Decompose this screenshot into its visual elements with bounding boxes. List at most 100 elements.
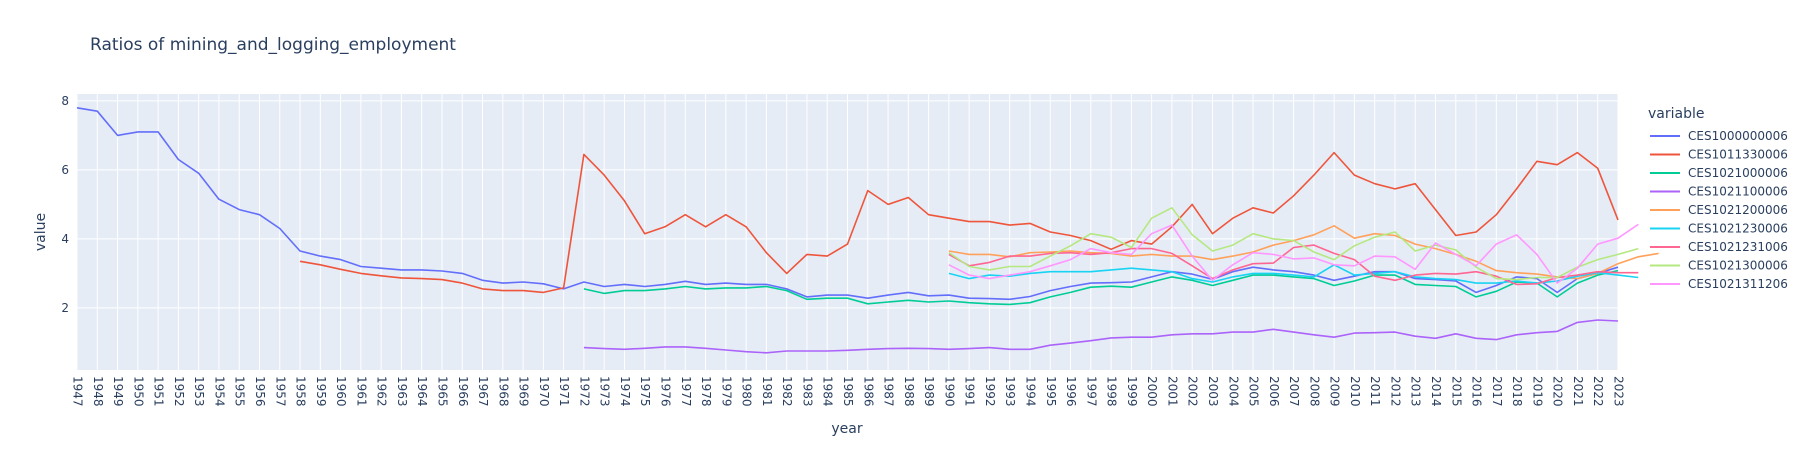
x-tick-label: 1997 [1084,376,1098,407]
x-tick-label: 1977 [679,376,693,407]
x-tick-label: 1971 [557,376,571,407]
x-tick-label: 1976 [659,376,673,407]
x-tick-label: 2020 [1551,376,1565,407]
x-tick-label: 2010 [1348,376,1362,407]
x-tick-label: 1965 [435,376,449,407]
x-tick-label: 1951 [152,376,166,407]
x-tick-label: 1962 [375,376,389,407]
legend-label[interactable]: CES1021100006 [1688,185,1788,199]
x-tick-label: 2006 [1267,376,1281,407]
x-tick-label: 1947 [71,376,85,407]
x-tick-label: 1978 [699,376,713,407]
x-tick-label: 1969 [517,376,531,407]
x-tick-label: 1979 [719,376,733,407]
x-tick-label: 1961 [354,376,368,407]
x-tick-label: 2003 [1206,376,1220,407]
x-tick-label: 1956 [253,376,267,407]
x-tick-label: 1970 [537,376,551,407]
legend-label[interactable]: CES1021311206 [1688,277,1788,291]
y-tick-labels: 2 4 6 8 [61,94,69,315]
x-tick-label: 1968 [496,376,510,407]
x-tick-label: 2012 [1388,376,1402,407]
x-tick-label: 1981 [760,376,774,407]
x-tick-label: 1992 [983,376,997,407]
x-tick-label: 1955 [233,376,247,407]
y-tick-label: 2 [61,301,69,315]
legend-label[interactable]: CES1011330006 [1688,148,1788,162]
legend-label[interactable]: CES1021230006 [1688,222,1788,236]
x-tick-label: 1963 [395,376,409,407]
x-tick-label: 2014 [1429,376,1443,407]
series-line-CES1021200006 [948,225,1659,280]
x-tick-label: 2009 [1328,376,1342,407]
x-tick-label: 1959 [314,376,328,407]
y-axis-title: value [33,213,49,251]
x-tick-label: 1954 [212,376,226,407]
x-tick-label: 2007 [1287,376,1301,407]
legend-label[interactable]: CES1021200006 [1688,203,1788,217]
x-tick-label: 1987 [882,376,896,407]
legend-label[interactable]: CES1021000006 [1688,166,1788,180]
x-tick-label: 1991 [963,376,977,407]
x-tick-label: 1986 [861,376,875,407]
x-tick-label: 1983 [800,376,814,407]
x-tick-label: 2019 [1530,376,1544,407]
x-tick-label: 1958 [294,376,308,407]
x-tick-label: 2016 [1470,376,1484,407]
legend: variable CES1000000006 CES1011330006 CES10… [1648,106,1788,291]
series-line-CES1011330006 [299,151,1619,294]
series-lines [76,107,1659,354]
x-tick-label: 1984 [821,376,835,407]
series-line-CES1021000006 [583,269,1619,306]
chart-title: Ratios of mining_and_logging_employment [90,35,456,55]
x-tick-label: 1990 [942,376,956,407]
x-tick-label: 2004 [1226,376,1240,407]
x-tick-label: 2022 [1591,376,1605,407]
x-tick-label: 1957 [273,376,287,407]
legend-title: variable [1648,106,1704,122]
x-tick-label: 1988 [902,376,916,407]
x-tick-label: 2018 [1510,376,1524,407]
x-tick-label: 2023 [1612,376,1626,407]
x-tick-label: 2008 [1307,376,1321,407]
y-tick-label: 4 [61,232,69,246]
x-tick-label: 1974 [618,376,632,407]
gridlines [76,94,1619,370]
x-tick-label: 1995 [1044,376,1058,407]
legend-label[interactable]: CES1021300006 [1688,259,1788,273]
series-line-CES1021100006 [583,319,1619,354]
legend-label[interactable]: CES1021231006 [1688,240,1788,254]
x-tick-label: 1982 [780,376,794,407]
x-tick-label: 1952 [172,376,186,407]
x-tick-label: 1967 [476,376,490,407]
x-tick-label: 1950 [131,376,145,407]
x-tick-label: 1998 [1105,376,1119,407]
x-tick-label: 2011 [1368,376,1382,407]
x-tick-label: 1980 [740,376,754,407]
x-tick-label: 2000 [1145,376,1159,407]
x-tick-label: 1949 [111,376,125,407]
x-tick-label: 1996 [1064,376,1078,407]
x-tick-label: 2002 [1186,376,1200,407]
x-tick-label: 1972 [577,376,591,407]
x-tick-label: 1948 [91,376,105,407]
x-tick-label: 1973 [598,376,612,407]
x-tick-label: 1993 [1003,376,1017,407]
x-tick-label: 1985 [841,376,855,407]
x-tick-label: 2017 [1490,376,1504,407]
legend-label[interactable]: CES1000000006 [1688,129,1788,143]
x-tick-label: 1953 [192,376,206,407]
x-tick-label: 2013 [1409,376,1423,407]
series-line-CES1021300006 [948,207,1639,281]
x-axis-title: year [831,421,862,437]
x-tick-label: 1964 [415,376,429,407]
x-tick-label: 2015 [1449,376,1463,407]
y-tick-label: 6 [61,163,69,177]
x-tick-label: 2001 [1165,376,1179,407]
x-tick-labels: 1947 1948 1949 1950 1951 1952 1953 1954 1955 1956… [71,376,1626,407]
x-tick-label: 1999 [1125,376,1139,407]
series-line-CES1021230006 [948,263,1639,284]
x-tick-label: 1960 [334,376,348,407]
x-tick-label: 1989 [922,376,936,407]
